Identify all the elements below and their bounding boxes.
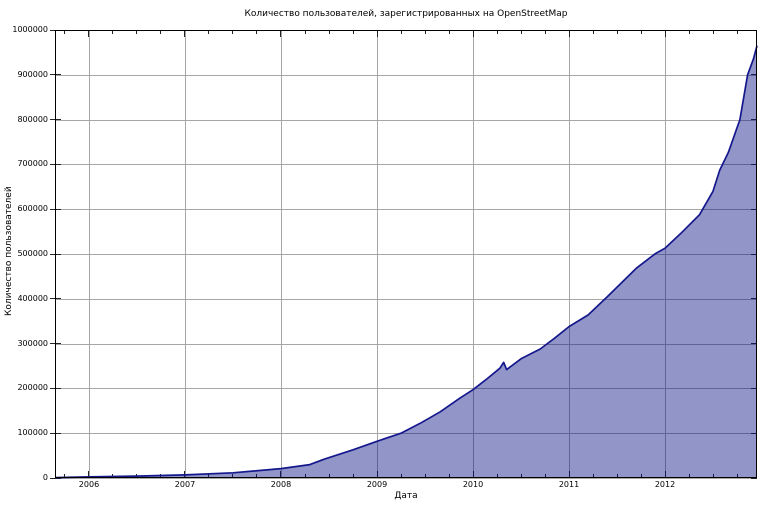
x-tick-label: 2008 bbox=[270, 480, 292, 489]
y-tick-label: 100000 bbox=[17, 428, 48, 438]
data-line bbox=[55, 45, 758, 479]
y-tick-label: 700000 bbox=[17, 159, 48, 169]
y-tick-label: 1000000 bbox=[12, 25, 48, 34]
y-tick-label: 0 bbox=[42, 473, 48, 482]
x-tick-label: 2009 bbox=[366, 480, 388, 489]
y-tick-label: 900000 bbox=[17, 69, 48, 79]
y-tick-label: 400000 bbox=[17, 293, 48, 303]
x-tick-label: 2007 bbox=[174, 480, 196, 489]
x-axis-label: Дата bbox=[394, 491, 418, 501]
y-tick-label: 200000 bbox=[17, 383, 48, 393]
plot-border bbox=[55, 30, 757, 478]
y-tick-label: 600000 bbox=[17, 204, 48, 214]
chart-title: Количество пользователей, зарегистрирова… bbox=[244, 9, 568, 19]
x-tick-label: 2010 bbox=[462, 480, 484, 489]
x-tick-label: 2012 bbox=[654, 480, 676, 489]
y-tick-label: 500000 bbox=[17, 249, 48, 258]
area-fill bbox=[55, 45, 757, 478]
y-tick-label: 800000 bbox=[17, 114, 48, 124]
y-tick-label: 300000 bbox=[17, 338, 48, 348]
x-tick-label: 2006 bbox=[78, 480, 100, 489]
x-tick-label: 2011 bbox=[558, 480, 580, 489]
